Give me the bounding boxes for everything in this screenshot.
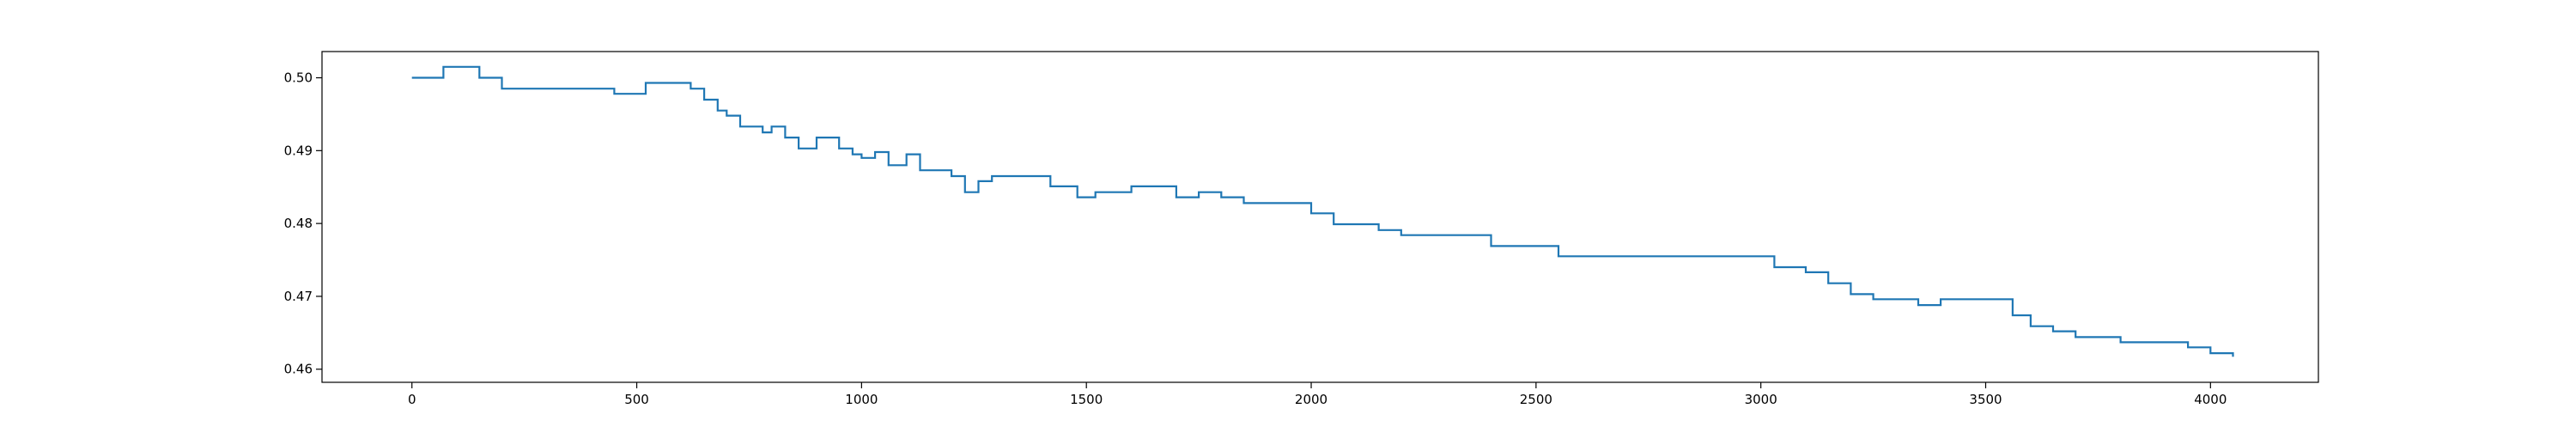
x-tick-label: 3500 xyxy=(1969,392,2002,407)
axis-layer: 0 500 1000 1500 2000 2500 3000 3500 4000 0.46 0.47… xyxy=(284,51,2319,407)
x-tick-label: 3000 xyxy=(1745,392,1777,407)
x-tick-label: 2000 xyxy=(1295,392,1327,407)
x-tick-label: 2500 xyxy=(1520,392,1552,407)
x-tick-label: 500 xyxy=(624,392,649,407)
y-tick-label: 0.50 xyxy=(284,70,313,86)
y-tick-label: 0.47 xyxy=(284,289,313,304)
series-line-0 xyxy=(411,65,2234,357)
x-tick-label: 1500 xyxy=(1070,392,1103,407)
y-tick-label: 0.48 xyxy=(284,216,313,231)
x-tick-label: 0 xyxy=(408,392,416,407)
x-tick-label: 1000 xyxy=(845,392,878,407)
plot-layer xyxy=(411,65,2234,357)
x-tick-label: 4000 xyxy=(2194,392,2227,407)
y-tick-label: 0.46 xyxy=(284,362,313,377)
plot-frame xyxy=(321,51,2319,383)
y-tick-label: 0.49 xyxy=(284,143,313,158)
